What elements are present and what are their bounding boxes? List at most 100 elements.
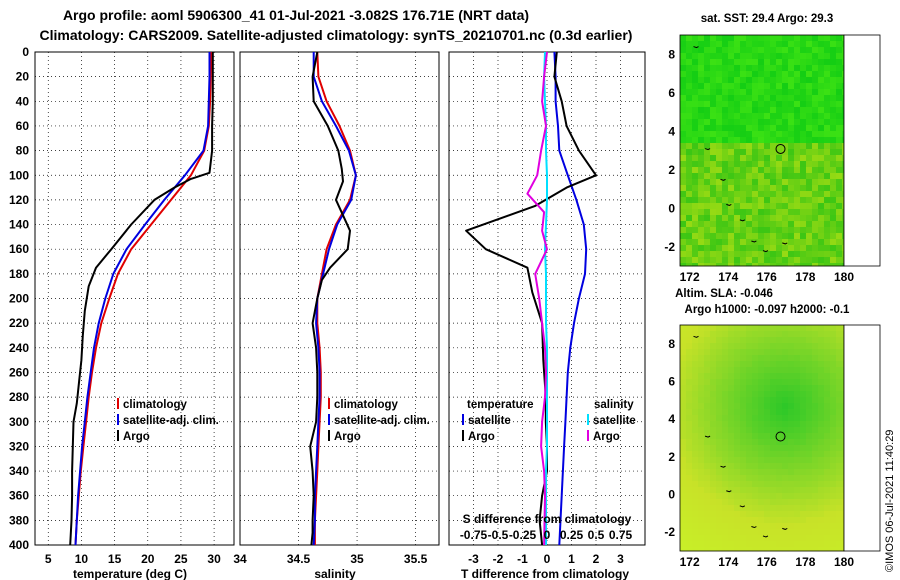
map-cell <box>740 209 747 216</box>
map-cell <box>728 373 735 380</box>
island-coastline <box>782 527 788 530</box>
map-cell <box>758 511 765 518</box>
map-cell <box>806 47 813 54</box>
map-cell <box>770 499 777 506</box>
map-cell <box>812 137 819 144</box>
map-cell <box>812 125 819 132</box>
map-cell <box>698 155 705 162</box>
map-cell <box>746 361 753 368</box>
map-cell <box>836 451 843 458</box>
map-cell <box>734 379 741 386</box>
map-cell <box>704 403 711 410</box>
map-cell <box>710 101 717 108</box>
map-cell <box>836 499 843 506</box>
map-cell <box>770 481 777 488</box>
map-cell <box>734 361 741 368</box>
map-cell <box>752 47 759 54</box>
map-cell <box>716 131 723 138</box>
map-cell <box>818 233 825 240</box>
map-x-tick-label: 174 <box>718 555 738 569</box>
map-cell <box>758 421 765 428</box>
map-cell <box>830 167 837 174</box>
map-cell <box>800 481 807 488</box>
map-cell <box>722 65 729 72</box>
map-cell <box>758 337 765 344</box>
map-cell <box>740 541 747 548</box>
map-cell <box>758 203 765 210</box>
map-cell <box>788 517 795 524</box>
map-cell <box>812 161 819 168</box>
map-cell <box>710 475 717 482</box>
map-cell <box>704 35 711 42</box>
map-cell <box>794 131 801 138</box>
map-cell <box>818 439 825 446</box>
map-cell <box>740 379 747 386</box>
map-cell <box>818 137 825 144</box>
map-cell <box>686 487 693 494</box>
map-cell <box>800 221 807 228</box>
map-cell <box>698 373 705 380</box>
x-tick-label: 2 <box>593 552 600 566</box>
map-cell <box>728 397 735 404</box>
map-cell <box>758 445 765 452</box>
map-cell <box>788 457 795 464</box>
map-cell <box>686 119 693 126</box>
map-cell <box>752 481 759 488</box>
map-cell <box>698 433 705 440</box>
y-tick-label: 60 <box>16 119 30 133</box>
map-cell <box>728 487 735 494</box>
map-cell <box>836 337 843 344</box>
map-x-tick-label: 180 <box>834 555 854 569</box>
map-cell <box>770 59 777 66</box>
map-cell <box>752 35 759 42</box>
map-cell <box>794 161 801 168</box>
map-cell <box>692 77 699 84</box>
map-cell <box>704 167 711 174</box>
map-cell <box>722 355 729 362</box>
map-cell <box>842 487 845 494</box>
map-cell <box>716 89 723 96</box>
map-cell <box>710 349 717 356</box>
map-cell <box>824 89 831 96</box>
map-cell <box>704 173 711 180</box>
map-cell <box>758 523 765 530</box>
map-cell <box>758 403 765 410</box>
map-cell <box>752 125 759 132</box>
map-cell <box>764 511 771 518</box>
map-cell <box>806 493 813 500</box>
map-cell <box>722 367 729 374</box>
map-cell <box>812 469 819 476</box>
map-cell <box>776 239 783 246</box>
map-cell <box>788 221 795 228</box>
map-cell <box>824 227 831 234</box>
map-cell <box>728 143 735 150</box>
map-cell <box>686 535 693 542</box>
map-cell <box>686 113 693 120</box>
map-cell <box>776 379 783 386</box>
map-cell <box>740 143 747 150</box>
map-cell <box>740 487 747 494</box>
map-cell <box>758 451 765 458</box>
map-cell <box>776 41 783 48</box>
map-cell <box>794 167 801 174</box>
map-cell <box>716 221 723 228</box>
map-cell <box>692 89 699 96</box>
map-cell <box>728 47 735 54</box>
map-cell <box>830 463 837 470</box>
map-cell <box>746 535 753 542</box>
map-cell <box>716 149 723 156</box>
map-cell <box>770 53 777 60</box>
map-cell <box>698 179 705 186</box>
map-cell <box>794 89 801 96</box>
map-cell <box>824 331 831 338</box>
map-cell <box>716 245 723 252</box>
map-cell <box>824 35 831 42</box>
map-cell <box>734 71 741 78</box>
map-cell <box>776 439 783 446</box>
island-coastline <box>739 219 746 222</box>
map-cell <box>764 391 771 398</box>
map-cell <box>734 227 741 234</box>
map-cell <box>734 481 741 488</box>
map-cell <box>722 517 729 524</box>
map-cell <box>746 499 753 506</box>
